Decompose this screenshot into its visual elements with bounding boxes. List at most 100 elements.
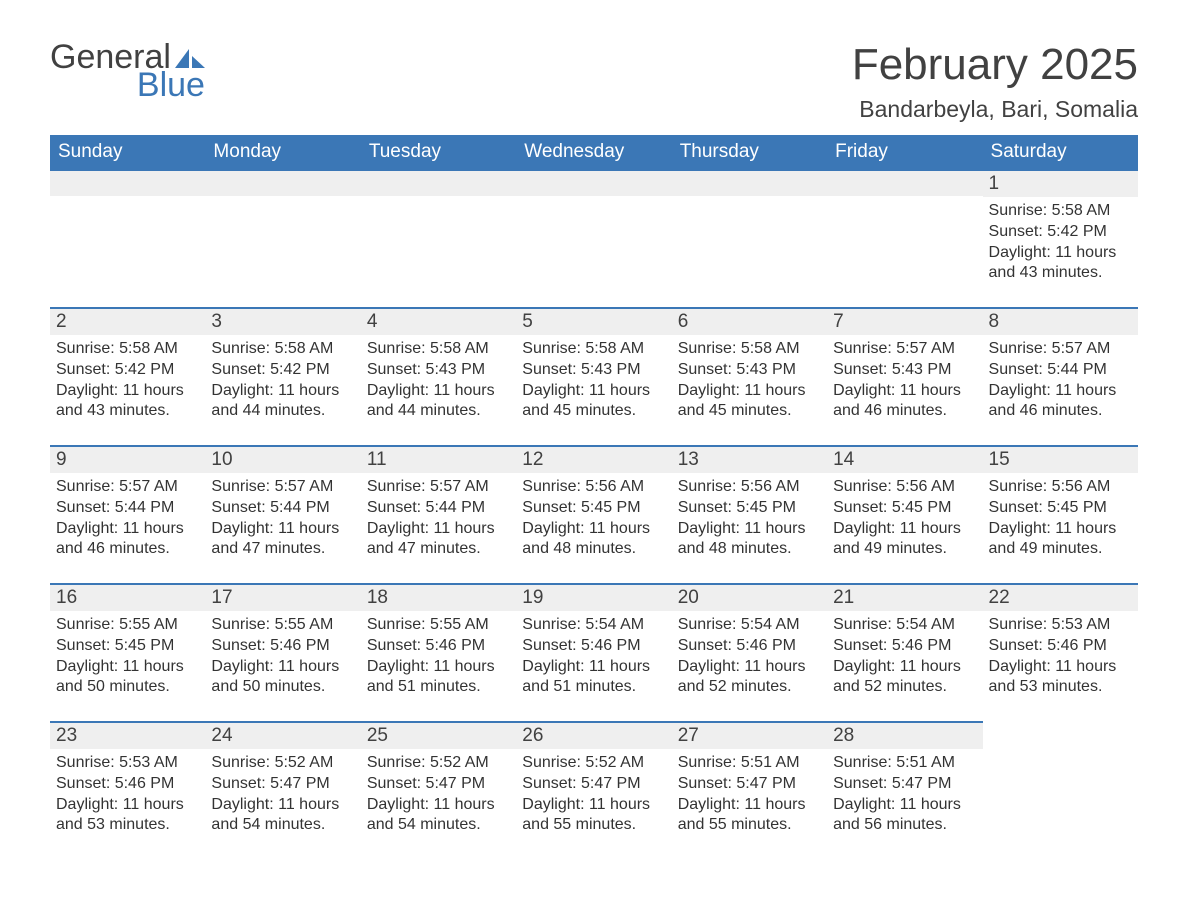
day-number-bar: 18 (361, 583, 516, 611)
daylight-line: Daylight: 11 hours and 50 minutes. (211, 657, 354, 699)
day-number-bar: 26 (516, 721, 671, 749)
calendar-cell (205, 169, 360, 307)
sunset-line: Sunset: 5:45 PM (522, 498, 665, 519)
day-body: Sunrise: 5:55 AMSunset: 5:46 PMDaylight:… (361, 611, 516, 710)
daylight-line: Daylight: 11 hours and 46 minutes. (989, 381, 1132, 423)
day-body: Sunrise: 5:52 AMSunset: 5:47 PMDaylight:… (516, 749, 671, 848)
sunset-line: Sunset: 5:43 PM (833, 360, 976, 381)
day-body: Sunrise: 5:52 AMSunset: 5:47 PMDaylight:… (361, 749, 516, 848)
calendar-cell (361, 169, 516, 307)
day-body: Sunrise: 5:56 AMSunset: 5:45 PMDaylight:… (983, 473, 1138, 572)
day-body: Sunrise: 5:57 AMSunset: 5:43 PMDaylight:… (827, 335, 982, 434)
day-number-bar: 10 (205, 445, 360, 473)
calendar-cell: 25Sunrise: 5:52 AMSunset: 5:47 PMDayligh… (361, 721, 516, 859)
calendar-cell: 23Sunrise: 5:53 AMSunset: 5:46 PMDayligh… (50, 721, 205, 859)
weekday-header: Sunday (50, 135, 205, 169)
sunrise-line: Sunrise: 5:55 AM (367, 615, 510, 636)
sunrise-line: Sunrise: 5:52 AM (367, 753, 510, 774)
day-body: Sunrise: 5:58 AMSunset: 5:43 PMDaylight:… (672, 335, 827, 434)
calendar-cell: 13Sunrise: 5:56 AMSunset: 5:45 PMDayligh… (672, 445, 827, 583)
sunset-line: Sunset: 5:46 PM (522, 636, 665, 657)
day-body: Sunrise: 5:55 AMSunset: 5:46 PMDaylight:… (205, 611, 360, 710)
day-number-bar: 2 (50, 307, 205, 335)
calendar-cell: 12Sunrise: 5:56 AMSunset: 5:45 PMDayligh… (516, 445, 671, 583)
day-number-bar-empty (516, 169, 671, 196)
calendar-cell: 14Sunrise: 5:56 AMSunset: 5:45 PMDayligh… (827, 445, 982, 583)
sunrise-line: Sunrise: 5:54 AM (522, 615, 665, 636)
day-number-bar: 11 (361, 445, 516, 473)
day-number-bar: 9 (50, 445, 205, 473)
sunrise-line: Sunrise: 5:54 AM (833, 615, 976, 636)
day-body: Sunrise: 5:52 AMSunset: 5:47 PMDaylight:… (205, 749, 360, 848)
day-number-bar: 23 (50, 721, 205, 749)
sunrise-line: Sunrise: 5:57 AM (211, 477, 354, 498)
sunset-line: Sunset: 5:45 PM (56, 636, 199, 657)
sunrise-line: Sunrise: 5:53 AM (56, 753, 199, 774)
day-number-bar: 22 (983, 583, 1138, 611)
calendar-cell: 22Sunrise: 5:53 AMSunset: 5:46 PMDayligh… (983, 583, 1138, 721)
day-body: Sunrise: 5:53 AMSunset: 5:46 PMDaylight:… (50, 749, 205, 848)
sunrise-line: Sunrise: 5:53 AM (989, 615, 1132, 636)
location-text: Bandarbeyla, Bari, Somalia (852, 96, 1138, 123)
sunrise-line: Sunrise: 5:52 AM (522, 753, 665, 774)
day-body: Sunrise: 5:56 AMSunset: 5:45 PMDaylight:… (516, 473, 671, 572)
sunset-line: Sunset: 5:43 PM (367, 360, 510, 381)
day-number-bar: 5 (516, 307, 671, 335)
sunset-line: Sunset: 5:46 PM (367, 636, 510, 657)
sunset-line: Sunset: 5:47 PM (211, 774, 354, 795)
day-number-bar: 16 (50, 583, 205, 611)
daylight-line: Daylight: 11 hours and 53 minutes. (56, 795, 199, 837)
calendar-cell: 3Sunrise: 5:58 AMSunset: 5:42 PMDaylight… (205, 307, 360, 445)
logo-sail-icon (175, 46, 205, 68)
calendar-cell: 6Sunrise: 5:58 AMSunset: 5:43 PMDaylight… (672, 307, 827, 445)
daylight-line: Daylight: 11 hours and 52 minutes. (833, 657, 976, 699)
daylight-line: Daylight: 11 hours and 44 minutes. (211, 381, 354, 423)
sunset-line: Sunset: 5:46 PM (56, 774, 199, 795)
sunrise-line: Sunrise: 5:58 AM (56, 339, 199, 360)
calendar-cell: 24Sunrise: 5:52 AMSunset: 5:47 PMDayligh… (205, 721, 360, 859)
weekday-header: Saturday (983, 135, 1138, 169)
daylight-line: Daylight: 11 hours and 43 minutes. (56, 381, 199, 423)
calendar-row: 9Sunrise: 5:57 AMSunset: 5:44 PMDaylight… (50, 445, 1138, 583)
sunset-line: Sunset: 5:47 PM (678, 774, 821, 795)
calendar-cell (827, 169, 982, 307)
day-number-bar: 3 (205, 307, 360, 335)
day-body: Sunrise: 5:53 AMSunset: 5:46 PMDaylight:… (983, 611, 1138, 710)
sunset-line: Sunset: 5:47 PM (367, 774, 510, 795)
sunrise-line: Sunrise: 5:52 AM (211, 753, 354, 774)
logo: General Blue (50, 40, 205, 102)
sunrise-line: Sunrise: 5:58 AM (678, 339, 821, 360)
day-body: Sunrise: 5:58 AMSunset: 5:42 PMDaylight:… (983, 197, 1138, 296)
calendar-cell: 18Sunrise: 5:55 AMSunset: 5:46 PMDayligh… (361, 583, 516, 721)
sunset-line: Sunset: 5:45 PM (989, 498, 1132, 519)
day-body: Sunrise: 5:57 AMSunset: 5:44 PMDaylight:… (361, 473, 516, 572)
sunrise-line: Sunrise: 5:56 AM (678, 477, 821, 498)
calendar-table: SundayMondayTuesdayWednesdayThursdayFrid… (50, 135, 1138, 859)
month-title: February 2025 (852, 40, 1138, 90)
calendar-cell: 9Sunrise: 5:57 AMSunset: 5:44 PMDaylight… (50, 445, 205, 583)
day-number-bar: 24 (205, 721, 360, 749)
day-body: Sunrise: 5:57 AMSunset: 5:44 PMDaylight:… (205, 473, 360, 572)
weekday-header: Wednesday (516, 135, 671, 169)
sunrise-line: Sunrise: 5:56 AM (989, 477, 1132, 498)
day-number-bar-empty (205, 169, 360, 196)
day-number-bar: 8 (983, 307, 1138, 335)
day-body: Sunrise: 5:57 AMSunset: 5:44 PMDaylight:… (50, 473, 205, 572)
day-body: Sunrise: 5:51 AMSunset: 5:47 PMDaylight:… (672, 749, 827, 848)
sunrise-line: Sunrise: 5:58 AM (522, 339, 665, 360)
daylight-line: Daylight: 11 hours and 53 minutes. (989, 657, 1132, 699)
day-body: Sunrise: 5:57 AMSunset: 5:44 PMDaylight:… (983, 335, 1138, 434)
sunset-line: Sunset: 5:44 PM (211, 498, 354, 519)
daylight-line: Daylight: 11 hours and 52 minutes. (678, 657, 821, 699)
sunset-line: Sunset: 5:43 PM (522, 360, 665, 381)
day-number-bar: 28 (827, 721, 982, 749)
daylight-line: Daylight: 11 hours and 45 minutes. (522, 381, 665, 423)
day-number-bar: 13 (672, 445, 827, 473)
sunset-line: Sunset: 5:45 PM (678, 498, 821, 519)
day-number-bar: 25 (361, 721, 516, 749)
weekday-header: Thursday (672, 135, 827, 169)
sunset-line: Sunset: 5:46 PM (678, 636, 821, 657)
day-number-bar: 20 (672, 583, 827, 611)
weekday-header-row: SundayMondayTuesdayWednesdayThursdayFrid… (50, 135, 1138, 169)
day-number-bar-empty (361, 169, 516, 196)
